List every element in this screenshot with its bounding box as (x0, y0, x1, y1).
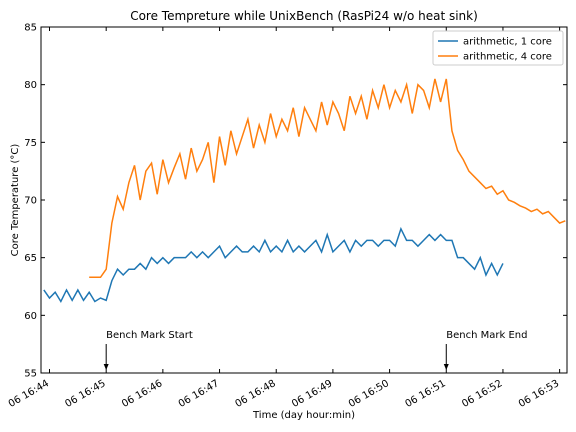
legend-label: arithmetic, 4 core (463, 52, 552, 63)
y-tick-label: 60 (24, 311, 37, 322)
x-axis-label: Time (day hour:min) (252, 410, 355, 421)
annotation-arrowhead (443, 364, 449, 370)
y-tick-label: 75 (24, 138, 37, 149)
annotation-arrowhead (103, 364, 109, 370)
annotation: Bench Mark Start (106, 330, 193, 341)
legend-box (432, 30, 564, 66)
y-tick-label: 65 (24, 253, 37, 264)
annotation: Bench Mark End (446, 330, 527, 341)
y-axis-label: Core Temperature (°C) (10, 144, 21, 257)
plot-frame (40, 26, 568, 374)
y-tick-label: 85 (24, 23, 37, 34)
chart-title: Core Tempreture while UnixBench (RasPi24… (130, 9, 478, 23)
y-tick-label: 80 (24, 80, 37, 91)
series-line (43, 226, 504, 304)
y-tick-label: 70 (24, 196, 37, 207)
legend-label: arithmetic, 1 core (463, 37, 552, 48)
y-tick-label: 55 (24, 369, 37, 380)
series-line (89, 78, 566, 279)
